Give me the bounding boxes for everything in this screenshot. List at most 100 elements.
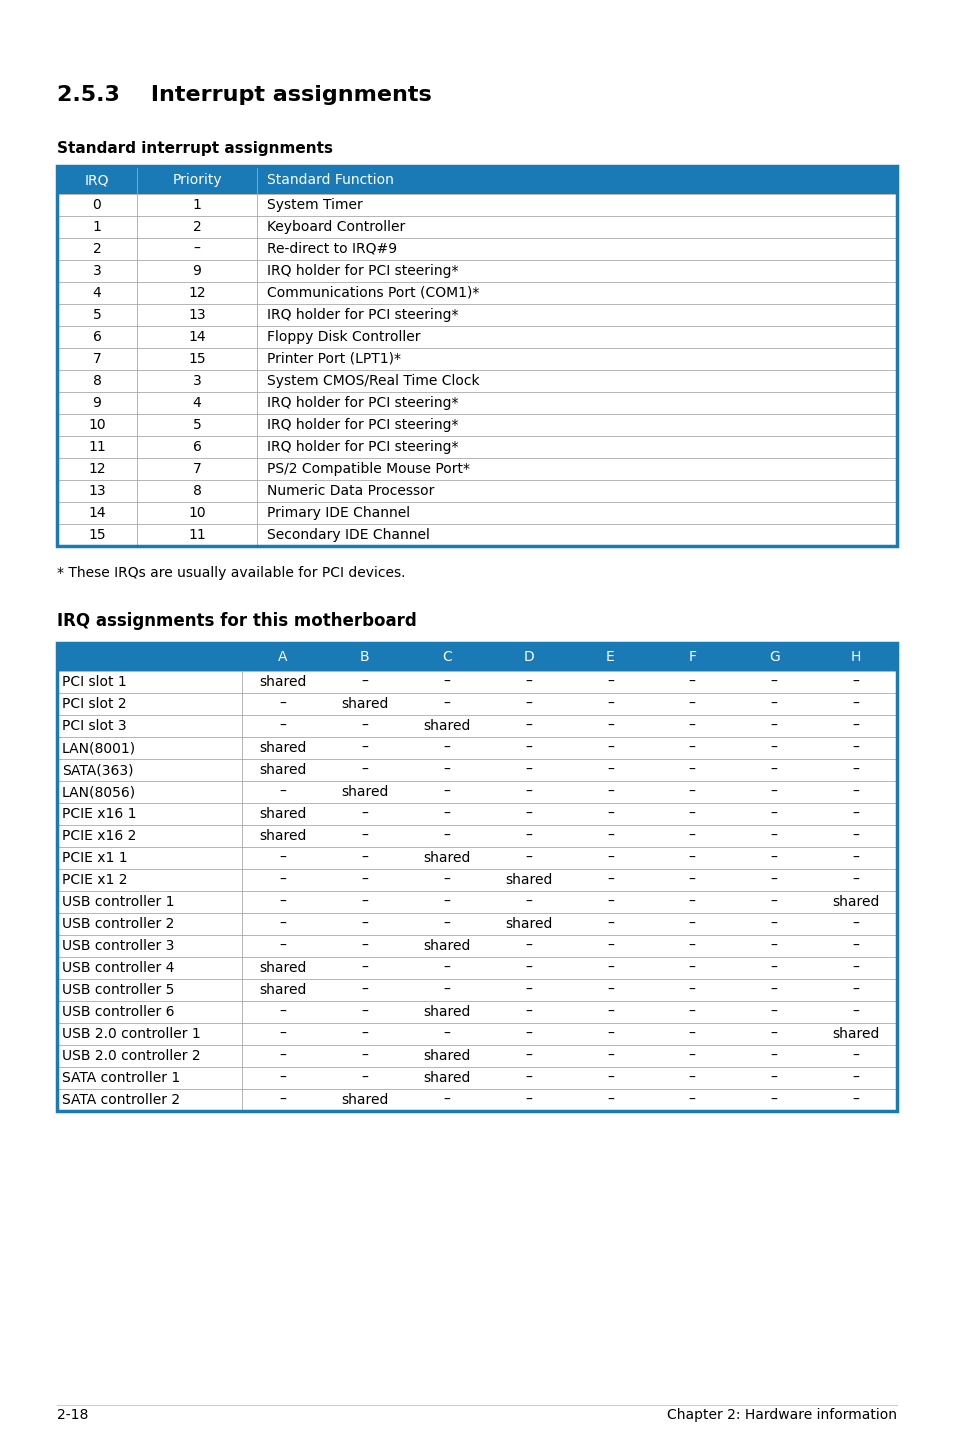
Text: –: – bbox=[606, 807, 613, 821]
Text: –: – bbox=[852, 764, 859, 777]
Text: –: – bbox=[770, 894, 777, 909]
Text: –: – bbox=[443, 1027, 450, 1041]
Text: –: – bbox=[852, 851, 859, 866]
Bar bbox=[57, 502, 896, 523]
Text: –: – bbox=[606, 1093, 613, 1107]
Bar bbox=[57, 913, 896, 935]
Bar bbox=[57, 693, 896, 715]
Text: shared: shared bbox=[832, 1027, 879, 1041]
Text: A: A bbox=[278, 650, 288, 664]
Text: –: – bbox=[443, 894, 450, 909]
Text: –: – bbox=[606, 961, 613, 975]
Text: –: – bbox=[606, 674, 613, 689]
Text: –: – bbox=[524, 1071, 532, 1086]
Text: –: – bbox=[852, 1093, 859, 1107]
Bar bbox=[57, 935, 896, 958]
Text: –: – bbox=[688, 1071, 695, 1086]
Text: –: – bbox=[361, 939, 368, 953]
Text: –: – bbox=[606, 828, 613, 843]
Bar bbox=[57, 523, 896, 546]
Text: –: – bbox=[524, 828, 532, 843]
Text: –: – bbox=[688, 851, 695, 866]
Text: –: – bbox=[524, 785, 532, 800]
Text: shared: shared bbox=[259, 984, 306, 997]
Text: –: – bbox=[524, 1093, 532, 1107]
Text: –: – bbox=[770, 807, 777, 821]
Bar bbox=[57, 979, 896, 1001]
Text: USB controller 2: USB controller 2 bbox=[62, 917, 174, 930]
Text: –: – bbox=[770, 873, 777, 887]
Text: –: – bbox=[361, 917, 368, 930]
Text: Floppy Disk Controller: Floppy Disk Controller bbox=[267, 329, 420, 344]
Text: USB controller 3: USB controller 3 bbox=[62, 939, 174, 953]
Text: –: – bbox=[688, 828, 695, 843]
Text: –: – bbox=[279, 917, 286, 930]
Text: 13: 13 bbox=[88, 485, 106, 498]
Text: –: – bbox=[688, 1093, 695, 1107]
Text: –: – bbox=[852, 1048, 859, 1063]
Text: 10: 10 bbox=[188, 506, 206, 521]
Bar bbox=[57, 480, 896, 502]
Text: –: – bbox=[279, 785, 286, 800]
Text: 2: 2 bbox=[92, 242, 101, 256]
Text: –: – bbox=[852, 939, 859, 953]
Text: –: – bbox=[443, 785, 450, 800]
Text: –: – bbox=[770, 961, 777, 975]
Text: –: – bbox=[852, 674, 859, 689]
Text: IRQ holder for PCI steering*: IRQ holder for PCI steering* bbox=[267, 440, 458, 454]
Text: 11: 11 bbox=[88, 440, 106, 454]
Text: PS/2 Compatible Mouse Port*: PS/2 Compatible Mouse Port* bbox=[267, 462, 470, 476]
Text: –: – bbox=[361, 1071, 368, 1086]
Bar bbox=[57, 1067, 896, 1089]
Text: USB controller 1: USB controller 1 bbox=[62, 894, 174, 909]
Text: –: – bbox=[770, 764, 777, 777]
Text: –: – bbox=[770, 939, 777, 953]
Text: –: – bbox=[688, 719, 695, 733]
Text: USB 2.0 controller 2: USB 2.0 controller 2 bbox=[62, 1048, 200, 1063]
Text: * These IRQs are usually available for PCI devices.: * These IRQs are usually available for P… bbox=[57, 567, 405, 580]
Text: –: – bbox=[279, 1071, 286, 1086]
Text: –: – bbox=[443, 917, 450, 930]
Text: –: – bbox=[606, 1071, 613, 1086]
Text: –: – bbox=[688, 917, 695, 930]
Text: –: – bbox=[193, 242, 200, 256]
Text: –: – bbox=[770, 917, 777, 930]
Text: 5: 5 bbox=[193, 418, 201, 431]
Text: 10: 10 bbox=[88, 418, 106, 431]
Text: Re-direct to IRQ#9: Re-direct to IRQ#9 bbox=[267, 242, 396, 256]
Text: System CMOS/Real Time Clock: System CMOS/Real Time Clock bbox=[267, 374, 479, 388]
Text: –: – bbox=[279, 1005, 286, 1020]
Text: 7: 7 bbox=[193, 462, 201, 476]
Text: G: G bbox=[768, 650, 779, 664]
Text: shared: shared bbox=[259, 764, 306, 777]
Text: 12: 12 bbox=[188, 286, 206, 301]
Text: –: – bbox=[361, 873, 368, 887]
Text: –: – bbox=[770, 1071, 777, 1086]
Text: –: – bbox=[606, 1048, 613, 1063]
Bar bbox=[57, 892, 896, 913]
Text: –: – bbox=[852, 984, 859, 997]
Bar bbox=[57, 1022, 896, 1045]
Bar bbox=[57, 165, 896, 546]
Text: IRQ: IRQ bbox=[85, 173, 110, 187]
Text: –: – bbox=[524, 939, 532, 953]
Text: –: – bbox=[361, 1048, 368, 1063]
Text: shared: shared bbox=[422, 719, 470, 733]
Text: PCIE x1 1: PCIE x1 1 bbox=[62, 851, 128, 866]
Text: IRQ holder for PCI steering*: IRQ holder for PCI steering* bbox=[267, 418, 458, 431]
Text: –: – bbox=[770, 1048, 777, 1063]
Text: –: – bbox=[852, 917, 859, 930]
Text: shared: shared bbox=[341, 1093, 388, 1107]
Bar bbox=[57, 738, 896, 759]
Text: B: B bbox=[359, 650, 369, 664]
Text: –: – bbox=[770, 984, 777, 997]
Text: shared: shared bbox=[259, 674, 306, 689]
Text: 6: 6 bbox=[92, 329, 101, 344]
Text: –: – bbox=[688, 697, 695, 710]
Text: –: – bbox=[524, 961, 532, 975]
Bar bbox=[57, 260, 896, 282]
Text: shared: shared bbox=[422, 851, 470, 866]
Text: –: – bbox=[688, 984, 695, 997]
Text: Keyboard Controller: Keyboard Controller bbox=[267, 220, 405, 234]
Text: –: – bbox=[524, 764, 532, 777]
